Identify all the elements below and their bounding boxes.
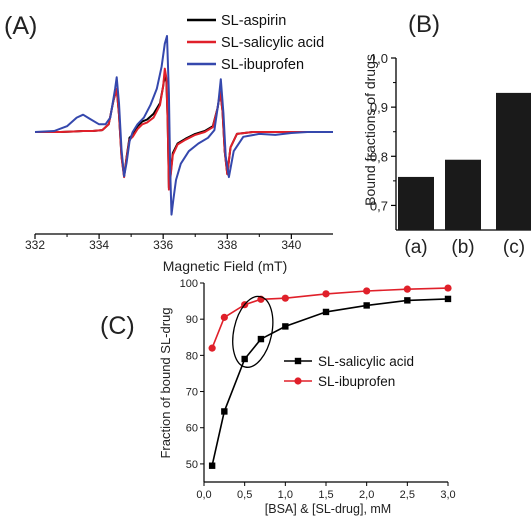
panel-c-legend-marker-1 xyxy=(294,377,302,385)
panel-c-point-1 xyxy=(403,285,411,293)
panel-a-x-tick-label: 334 xyxy=(89,238,109,252)
panel-b-y-tick-label: 0,8 xyxy=(370,149,388,164)
panel-b-bar-0 xyxy=(398,176,434,230)
panel-c-series-line-1 xyxy=(211,287,449,349)
panel-b-y-tick-label: 1,0 xyxy=(370,51,388,66)
panel-c-point-0 xyxy=(221,408,228,415)
panel-b-plot-area: 0,7 0,8 0,9 1,0 (a) (b) (c) xyxy=(370,51,531,258)
panel-a-legend-label-1: SL-salicylic acid xyxy=(221,35,324,51)
panel-c-point-0 xyxy=(363,302,370,309)
panel-c-point-0 xyxy=(322,308,330,316)
panel-c-point-0 xyxy=(257,335,265,343)
panel-a-series-line-2 xyxy=(34,35,333,216)
panel-a-legend-label-2: SL-ibuprofen xyxy=(221,57,304,73)
panel-a-plot-area: 332 334 336 338 340 xyxy=(25,35,333,252)
panel-c-y-tick-label: 50 xyxy=(186,459,198,471)
panel-c-y-tick-label: 100 xyxy=(180,278,198,290)
panel-c-point-1 xyxy=(444,284,452,292)
panel-c-point-0 xyxy=(444,295,452,303)
panel-c-letter: (C) xyxy=(100,312,135,340)
panel-c-highlight-ellipse xyxy=(232,295,274,368)
panel-c-point-0 xyxy=(404,297,411,304)
panel-c: (C) 50 60 70 80 90 100 0,0 0,5 1,0 1,5 2,0 2,5 3,0 S… xyxy=(100,278,456,516)
panel-a-series-line-1 xyxy=(35,67,333,191)
panel-a-legend-label-0: SL-aspirin xyxy=(221,13,286,29)
panel-c-legend-label-0: SL-salicylic acid xyxy=(318,354,414,369)
panel-c-point-1 xyxy=(208,344,216,352)
panel-c-point-1 xyxy=(220,313,228,321)
panel-a-x-tick-label: 338 xyxy=(217,238,237,252)
panel-b-y-tick-label: 0,9 xyxy=(370,100,388,115)
panel-c-y-tick-label: 60 xyxy=(186,423,198,435)
panel-c-point-1 xyxy=(363,287,371,295)
panel-b-category-label: (a) xyxy=(404,237,427,258)
panel-c-point-0 xyxy=(282,323,289,330)
panel-a-x-axis-label: Magnetic Field (mT) xyxy=(163,258,287,274)
panel-b-category-label: (b) xyxy=(451,237,474,258)
panel-c-x-axis-label: [BSA] & [SL-drug], mM xyxy=(265,502,391,516)
panel-c-legend: SL-salicylic acid SL-ibuprofen xyxy=(284,354,414,389)
panel-c-x-tick-label: 1,0 xyxy=(278,489,293,501)
panel-a-x-tick-label: 336 xyxy=(153,238,173,252)
panel-c-point-1 xyxy=(281,294,289,302)
panel-b: (B) 0,7 0,8 0,9 1,0 (a) (b) (c) Bound fraction… xyxy=(362,11,531,258)
panel-c-x-tick-label: 2,5 xyxy=(400,489,415,501)
panel-a-x-tick-label: 332 xyxy=(25,238,45,252)
panel-a-x-tick-label: 340 xyxy=(281,238,301,252)
panel-b-y-tick-label: 0,7 xyxy=(370,198,388,213)
panel-c-y-tick-label: 90 xyxy=(186,314,198,326)
panel-b-category-label: (c) xyxy=(503,237,525,258)
panel-c-x-tick-label: 3,0 xyxy=(440,489,455,501)
panel-c-point-1 xyxy=(322,290,330,298)
panel-c-y-tick-label: 70 xyxy=(186,387,198,399)
panel-c-x-tick-label: 2,0 xyxy=(359,489,374,501)
panel-b-letter: (B) xyxy=(408,11,440,38)
panel-c-x-tick-label: 0,5 xyxy=(237,489,252,501)
panel-c-y-axis-label: Fraction of bound SL-drug xyxy=(158,307,173,458)
panel-c-point-0 xyxy=(208,462,216,469)
panel-a: (A) 332 334 336 338 340 SL-aspirin SL-salicyl… xyxy=(4,12,333,274)
panel-b-y-axis-label: Bound fractions of drugs xyxy=(362,54,378,206)
panel-b-bar-2 xyxy=(496,92,531,231)
panel-c-legend-marker-0 xyxy=(294,357,302,365)
panel-c-legend-label-1: SL-ibuprofen xyxy=(318,374,395,389)
panel-c-y-tick-label: 80 xyxy=(186,350,198,362)
panel-b-bar-1 xyxy=(445,159,481,230)
panel-c-x-tick-label: 1,5 xyxy=(318,489,333,501)
panel-a-letter: (A) xyxy=(4,12,37,40)
panel-c-x-tick-label: 0,0 xyxy=(196,489,211,501)
panel-c-plot-area: 50 60 70 80 90 100 0,0 0,5 1,0 1,5 2,0 2,5 3,0 xyxy=(180,278,456,501)
panel-a-legend: SL-aspirin SL-salicylic acid SL-ibuprofen xyxy=(187,13,324,73)
panel-c-point-0 xyxy=(241,355,248,363)
